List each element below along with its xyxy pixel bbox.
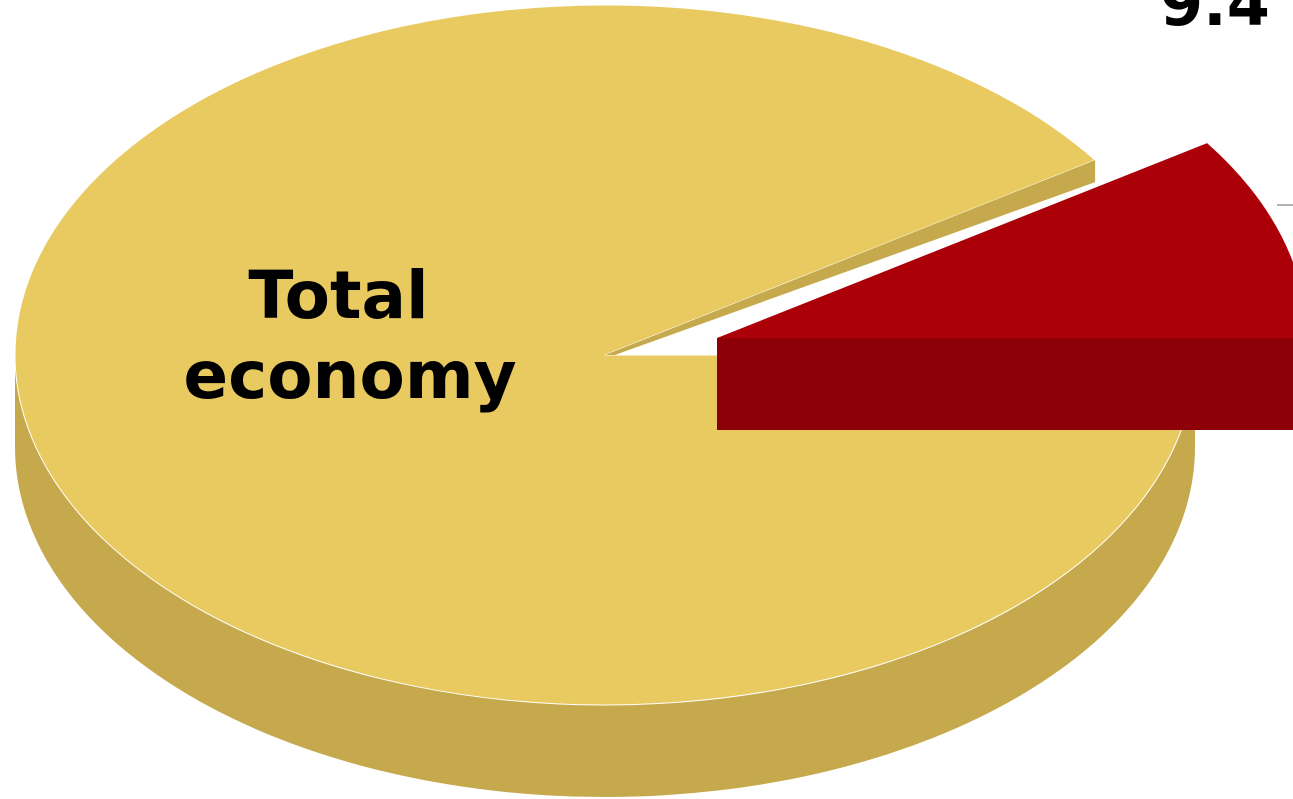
slice-cut-face-total-economy (605, 160, 1096, 355)
slice-top-total-economy (14, 4, 1196, 706)
slice-value-label: 9.4 (1160, 0, 1270, 40)
slice-label-line-2: economy (183, 337, 516, 414)
slice-side-total-economy (15, 355, 1195, 797)
slice-side-value-slice (717, 338, 1293, 430)
slice-label-line-1: Total (248, 257, 428, 334)
slice-top-value-slice (717, 143, 1293, 338)
slice-label-total-economy: Total economy (183, 257, 516, 414)
